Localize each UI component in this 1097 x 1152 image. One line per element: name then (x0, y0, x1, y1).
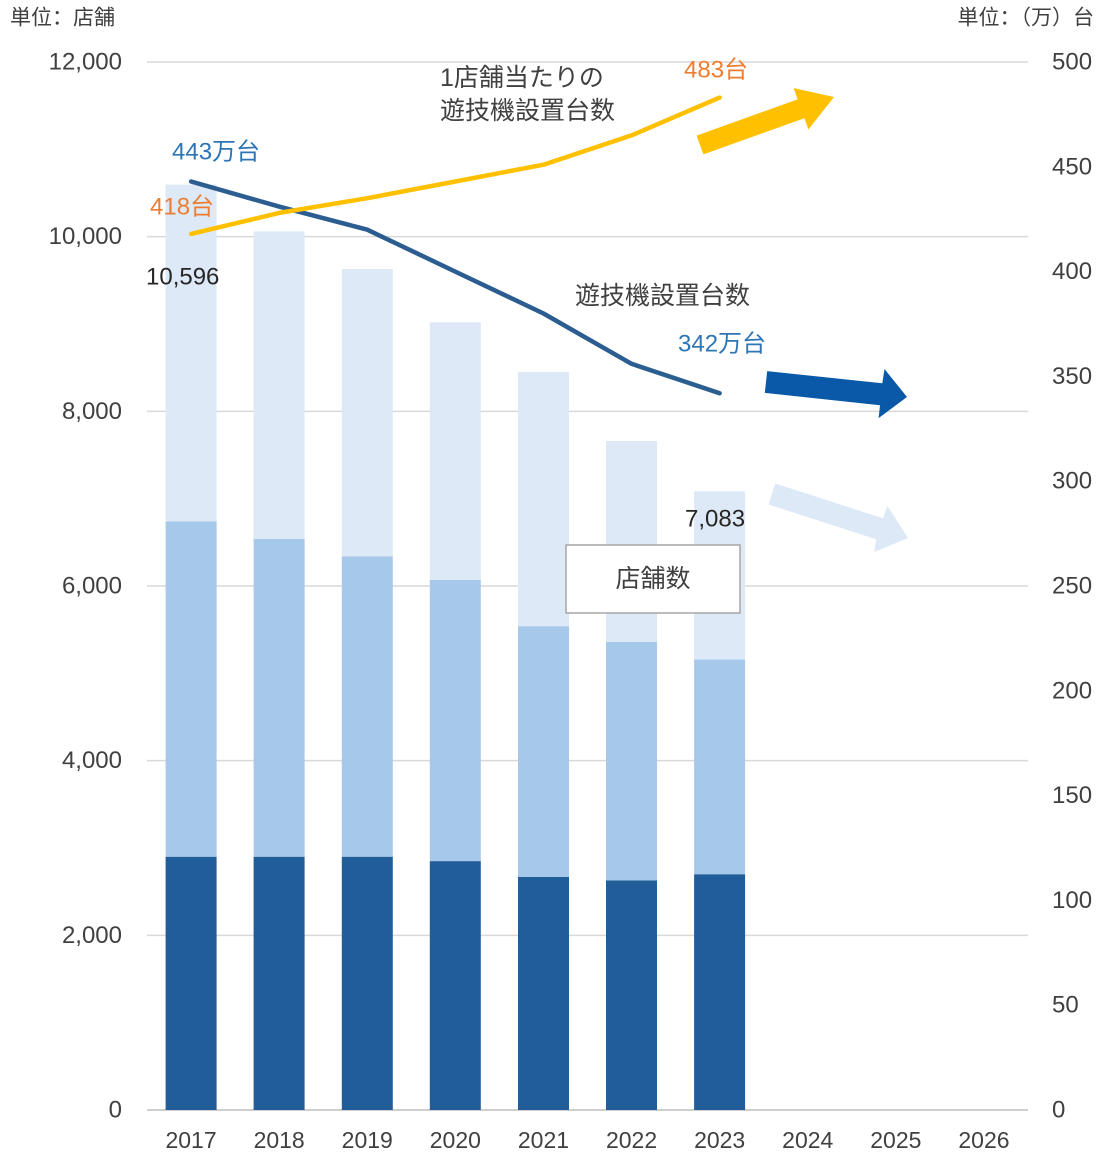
right-axis-tick-0: 0 (1052, 1097, 1065, 1124)
right-axis-tick-500: 500 (1052, 49, 1092, 76)
bar-2020-segment-1 (429, 861, 481, 1110)
right-axis-tick-250: 250 (1052, 573, 1092, 600)
left-axis-tick-8000: 8,000 (62, 398, 122, 425)
bar-series-label: 店舗数 (615, 565, 690, 593)
left-axis-tick-10000: 10,000 (49, 223, 122, 250)
data-label-stores-2017: 10,596 (146, 264, 219, 291)
bar-2019-segment-2 (341, 556, 393, 857)
line-machines-per-store (188, 95, 722, 237)
data-label-machines-2023: 342万台 (678, 331, 766, 358)
right-axis-tick-50: 50 (1052, 992, 1079, 1019)
left-axis: 0 2,000 4,000 6,000 8,000 10,000 12,000 (49, 49, 122, 1124)
bar-2020-segment-2 (429, 579, 481, 862)
left-axis-tick-2000: 2,000 (62, 922, 122, 949)
right-axis: 0 50 100 150 200 250 300 350 400 450 500 (1052, 49, 1092, 1124)
x-axis-label-2023: 2023 (694, 1127, 745, 1152)
left-axis-tick-4000: 4,000 (62, 747, 122, 774)
data-label-stores-2023: 7,083 (685, 506, 745, 533)
right-axis-tick-100: 100 (1052, 887, 1092, 914)
line-per-store-label-line1: 1店舗当たりの (440, 64, 604, 92)
right-axis-tick-350: 350 (1052, 363, 1092, 390)
bar-2019-segment-3 (341, 269, 393, 557)
x-axis-label-2020: 2020 (430, 1127, 481, 1152)
x-axis-label-2025: 2025 (870, 1127, 921, 1152)
data-label-machines-2017: 443万台 (172, 139, 260, 166)
x-axis-label-2024: 2024 (782, 1127, 833, 1152)
right-axis-tick-150: 150 (1052, 782, 1092, 809)
data-label-per-store-2017: 418台 (150, 194, 214, 221)
left-axis-tick-6000: 6,000 (62, 573, 122, 600)
bar-2023-segment-1 (694, 874, 746, 1110)
bar-2019-segment-1 (341, 856, 393, 1110)
x-axis-label-2018: 2018 (254, 1127, 305, 1152)
line-machines-installed (188, 179, 722, 396)
x-axis-label-2021: 2021 (518, 1127, 569, 1152)
bar-2021-segment-2 (518, 626, 569, 877)
bar-2021-segment-3 (518, 372, 569, 627)
right-axis-tick-300: 300 (1052, 468, 1092, 495)
bar-2018-segment-2 (253, 538, 305, 857)
bar-2023-segment-2 (694, 659, 746, 875)
bar-2018-segment-1 (253, 856, 305, 1110)
right-axis-tick-200: 200 (1052, 677, 1092, 704)
callout-stores: 店舗数 (565, 544, 741, 614)
x-axis-label-2022: 2022 (606, 1127, 657, 1152)
line-machines-label: 遊技機設置台数 (575, 282, 750, 310)
bar-2018-segment-3 (253, 231, 305, 539)
trend-arrow-machines (764, 369, 907, 419)
right-axis-unit-label: 単位：（万）台 (958, 7, 1095, 30)
x-axis-label-2019: 2019 (342, 1127, 393, 1152)
line-per-store-label-line2: 遊技機設置台数 (440, 97, 615, 125)
left-axis-tick-0: 0 (109, 1097, 122, 1124)
data-label-per-store-2023: 483台 (684, 57, 748, 84)
bar-2017-segment-3 (165, 184, 217, 522)
bar-2022-segment-1 (606, 880, 657, 1110)
right-axis-tick-400: 400 (1052, 258, 1092, 285)
x-axis-label-2026: 2026 (958, 1127, 1009, 1152)
bar-2017-segment-2 (165, 521, 217, 857)
trend-arrow-stores (768, 483, 908, 552)
left-axis-tick-12000: 12,000 (49, 49, 122, 76)
bar-2022-segment-2 (606, 641, 657, 881)
bar-2017-segment-1 (165, 856, 217, 1110)
left-axis-unit-label: 単位：店舗 (10, 7, 115, 30)
x-axis-label-2017: 2017 (165, 1127, 216, 1152)
stacked-bars (165, 184, 746, 1110)
bar-2020-segment-3 (429, 322, 481, 580)
trend-arrows (696, 88, 908, 552)
right-axis-tick-450: 450 (1052, 153, 1092, 180)
line-series (188, 95, 722, 396)
bar-2021-segment-1 (518, 876, 569, 1110)
trend-arrow-per-store (696, 88, 834, 155)
x-axis: 2017 2018 2019 2020 2021 2022 2023 2024 2025 2026 (165, 1127, 1009, 1152)
callout-box-frame (565, 544, 741, 614)
